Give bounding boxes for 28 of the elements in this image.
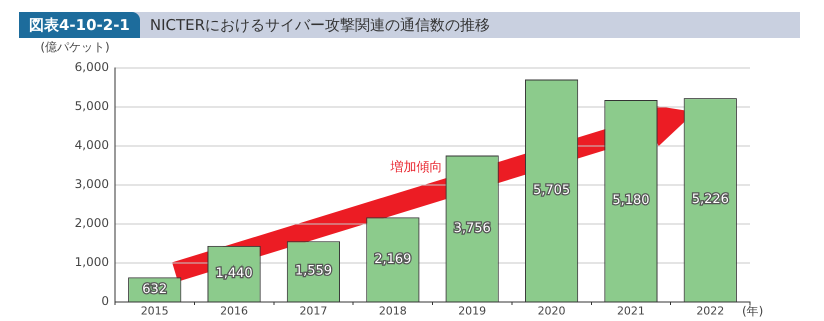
chart-title: NICTERにおけるサイバー攻撃関連の通信数の推移 [148, 15, 490, 36]
y-tick-label: 5,000 [74, 99, 109, 114]
x-tick-label: 2020 [538, 304, 566, 318]
text: 図表4-10-2-1 [19, 12, 140, 38]
data-label: 1,440 [215, 266, 253, 282]
y-tick-label: 4,000 [74, 138, 109, 152]
x-tick-label: 2018 [378, 304, 407, 318]
y-axis-title: (億パケット) [40, 40, 110, 54]
x-tick-label: 2022 [696, 304, 724, 318]
data-label: 5,705 [532, 182, 570, 198]
x-tick-label: 2015 [140, 304, 169, 318]
y-tick-label: 1,000 [74, 255, 109, 270]
x-axis-title: (年) [742, 304, 764, 318]
data-label: 5,180 [612, 193, 650, 208]
data-label: 5,226 [692, 192, 729, 208]
x-tick-label: 2016 [220, 304, 248, 318]
data-label: 2,169 [374, 252, 412, 267]
x-tick-label: 2017 [299, 304, 328, 318]
y-tick-label: 6,000 [74, 60, 109, 74]
x-tick-label: 2021 [616, 304, 645, 318]
data-label: 632 [142, 282, 168, 297]
y-tick-label: 3,000 [74, 177, 109, 192]
data-label: 1,559 [294, 264, 332, 279]
data-label: 3,756 [454, 220, 491, 236]
y-tick-label: 2,000 [74, 216, 109, 230]
annotation: 増加傾向 [390, 158, 442, 175]
y-tick-label: 0 [101, 294, 109, 308]
x-tick-label: 2019 [458, 304, 486, 318]
